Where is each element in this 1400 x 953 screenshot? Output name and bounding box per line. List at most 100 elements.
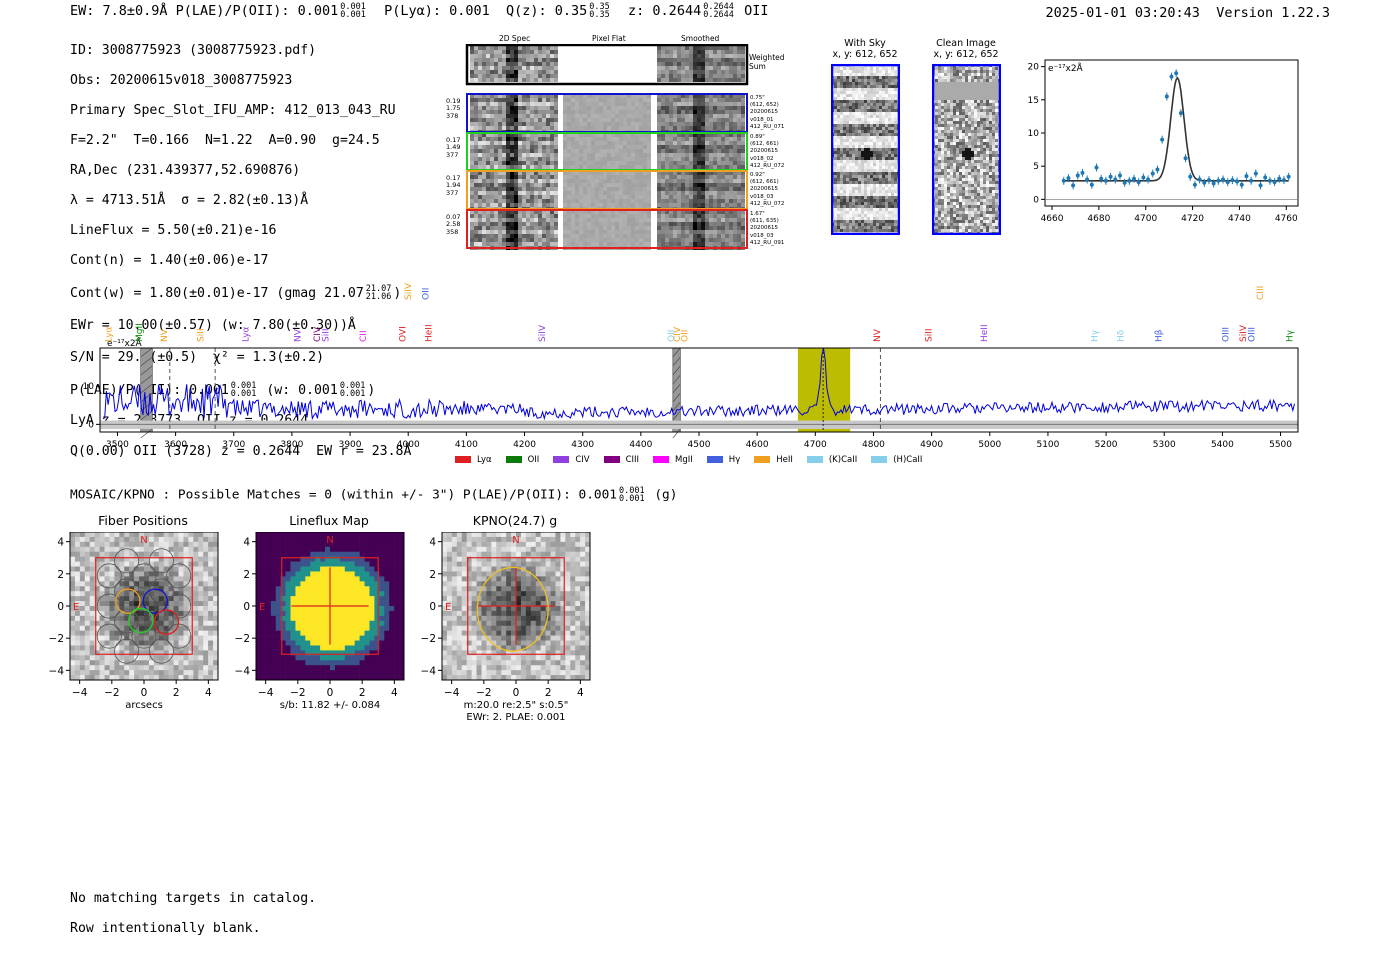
datetime: 2025-01-01 03:20:43 bbox=[1045, 5, 1200, 21]
fit-data-point bbox=[1197, 177, 1202, 182]
fit-data-point bbox=[1136, 180, 1141, 185]
spec-x-tick-label: 5100 bbox=[1036, 440, 1059, 450]
col-2d-label: 2D Spec bbox=[499, 34, 531, 43]
fit-x-tick-label: 4760 bbox=[1275, 214, 1298, 224]
fit-data-point bbox=[1146, 177, 1151, 182]
legend-swatch bbox=[603, 456, 620, 463]
header-z: z: 0.2644 bbox=[628, 3, 702, 19]
fit-data-point bbox=[1286, 174, 1291, 179]
fit-data-point bbox=[1122, 180, 1127, 185]
emission-line-label: SiIV bbox=[404, 282, 414, 300]
panel-image: N E 4 2 0 −2 −4 −4 −2 0 2 4 m:20.0 re:2.5" s:0.5"EWr… bbox=[421, 532, 591, 723]
fit-data-point bbox=[1141, 175, 1146, 180]
mask-hatch bbox=[140, 356, 153, 367]
emission-line-label: CII bbox=[359, 330, 369, 342]
fit-data-point bbox=[1108, 174, 1113, 179]
fit-model-curve bbox=[1063, 76, 1289, 182]
panel-y-tick-label: 2 bbox=[429, 569, 436, 581]
mask-hatch bbox=[672, 374, 681, 385]
fit-data-point bbox=[1239, 182, 1244, 187]
emission-line-label: Hβ bbox=[1154, 329, 1164, 342]
panel-x-tick-label: −2 bbox=[476, 687, 491, 699]
spec-x-tick-label: 4200 bbox=[513, 440, 536, 450]
spectrum-masked-region bbox=[140, 347, 153, 433]
mask-hatch bbox=[672, 392, 681, 403]
col-flat-label: Pixel Flat bbox=[592, 34, 626, 43]
fit-data-point bbox=[1188, 174, 1193, 179]
emission-line-label: Hγ bbox=[1090, 329, 1100, 342]
footer-notes: No matching targets in catalog. Row inte… bbox=[70, 876, 316, 951]
fit-data-point bbox=[1221, 177, 1226, 182]
spec-x-tick-label: 5200 bbox=[1095, 440, 1118, 450]
fit-data-point bbox=[1211, 181, 1216, 186]
fiber-circle bbox=[148, 548, 174, 574]
clean-image bbox=[932, 64, 1001, 235]
fiber-circle-blue bbox=[142, 588, 168, 614]
fit-data-point bbox=[1178, 111, 1183, 116]
fit-data-point bbox=[1103, 178, 1108, 183]
mask-hatch bbox=[672, 356, 681, 367]
fit-data-point bbox=[1085, 177, 1090, 182]
info-primary: Primary Spec_Slot_IFU_AMP: 412_013_043_R… bbox=[70, 103, 396, 118]
spec-x-tick-label: 4300 bbox=[571, 440, 594, 450]
fit-data-point bbox=[1061, 178, 1066, 183]
spec-x-tick-label: 5300 bbox=[1153, 440, 1176, 450]
north-marker: N bbox=[512, 535, 519, 546]
mask-hatch bbox=[140, 347, 153, 358]
info-q: Q(0.00) OII (3728) z = 0.2644 EW r = 23.… bbox=[70, 444, 412, 459]
header-right: 2025-01-01 03:20:43 Version 1.22.3 bbox=[1046, 5, 1331, 21]
emission-line-label: OVI bbox=[398, 326, 408, 342]
info-id: ID: 3008775923 (3008775923.pdf) bbox=[70, 43, 317, 58]
panel-y-tick-label: 0 bbox=[429, 601, 436, 613]
fit-data-point bbox=[1206, 178, 1211, 183]
panel-caption: arcsecs bbox=[125, 700, 163, 711]
aperture-box bbox=[95, 557, 193, 655]
emission-line-label: NV bbox=[160, 328, 170, 342]
panel-y-tick-label: −4 bbox=[235, 665, 251, 677]
mask-hatch bbox=[672, 401, 681, 412]
panel-image: N E 4 2 0 −2 −4 −4 −2 0 2 4 s/b: 11.82 +/- 0.084 bbox=[235, 532, 405, 711]
mask-hatch bbox=[140, 374, 153, 385]
legend-item: Lyα bbox=[455, 455, 492, 465]
fiber-circle bbox=[96, 593, 122, 619]
fit-data-point bbox=[1267, 178, 1272, 183]
fit-data-point bbox=[1071, 183, 1076, 188]
fit-x-tick-label: 4700 bbox=[1134, 214, 1157, 224]
info-sn: S/N = 29.9(±0.5) χ² = 1.3(±0.2) bbox=[70, 350, 325, 365]
panel-y-tick-label: 4 bbox=[243, 537, 250, 549]
fiber-circle-orange bbox=[115, 588, 141, 614]
fit-data-point bbox=[1113, 177, 1118, 182]
info-lambda: λ = 4713.51Å σ = 2.82(±0.13)Å bbox=[70, 193, 309, 208]
footer-line-1: No matching targets in catalog. bbox=[70, 891, 317, 906]
cutout-row-meta: 1.67" (611, 635) 20200615 v018_03 412_RU… bbox=[750, 211, 785, 246]
spectrum-masked-region bbox=[672, 347, 681, 433]
with-sky-image bbox=[831, 64, 900, 235]
spectrum-legend: Lyα OII CIV CIII MgII Hγ HeII (K)CaII (H)CaII bbox=[455, 448, 936, 467]
weighted-sum-frame bbox=[465, 44, 749, 86]
with-sky-title: With Sky x, y: 612, 652 bbox=[832, 38, 898, 60]
legend-item: CIV bbox=[553, 454, 590, 465]
spec-x-tick-label: 4800 bbox=[862, 440, 885, 450]
info-params: F=2.2" T=0.166 N=1.22 A=0.90 g=24.5 bbox=[70, 133, 380, 148]
spec-x-tick-label: 5400 bbox=[1211, 440, 1234, 450]
panel-y-tick-label: −2 bbox=[235, 633, 250, 645]
panel-x-tick-label: 2 bbox=[359, 687, 366, 699]
panel-y-tick-label: −4 bbox=[49, 665, 65, 677]
fiber-circle bbox=[96, 623, 122, 649]
legend-swatch bbox=[505, 456, 522, 463]
fit-data-point bbox=[1127, 178, 1132, 183]
fit-y-tick-label: 0 bbox=[1033, 195, 1039, 205]
header-qz: Q(z): 0.35 bbox=[506, 3, 588, 19]
fiber-circle bbox=[131, 563, 157, 589]
fiber-circle bbox=[131, 623, 157, 649]
fit-data-point bbox=[1164, 94, 1169, 99]
legend-swatch bbox=[455, 456, 471, 463]
fit-data-point bbox=[1249, 178, 1254, 183]
fit-data-point bbox=[1099, 176, 1104, 181]
fiber-circle bbox=[114, 548, 140, 574]
legend-label: CIV bbox=[575, 454, 590, 465]
fit-data-point bbox=[1202, 180, 1207, 185]
mask-hatch bbox=[672, 410, 681, 421]
fit-data-point bbox=[1258, 183, 1263, 188]
panel-y-tick-label: 2 bbox=[243, 569, 250, 581]
